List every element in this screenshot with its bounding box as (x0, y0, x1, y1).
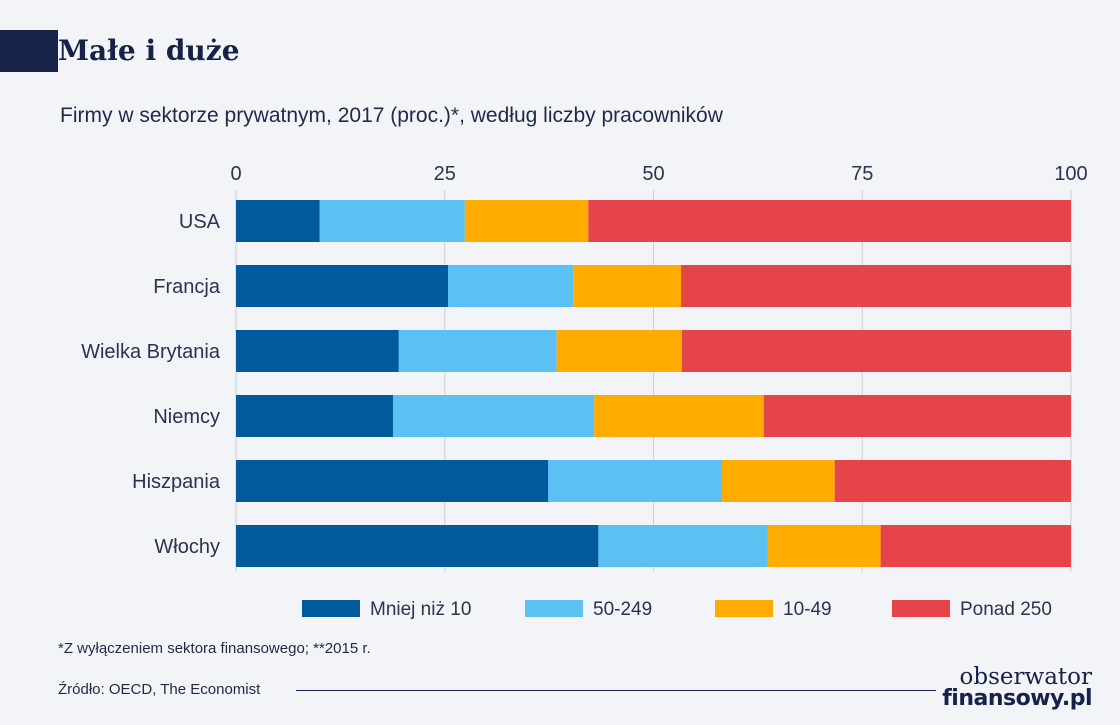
category-label: Wielka Brytania (81, 341, 221, 363)
legend-swatch (302, 600, 360, 617)
legend: Mniej niż 10 50-249 10-49 Ponad 250 (302, 599, 1052, 620)
bar-segment-1-row-3 (236, 330, 399, 372)
bar-segment-1-row-1 (236, 200, 320, 242)
legend-label: 10-49 (783, 599, 832, 620)
category-label: Francja (153, 276, 221, 298)
bar-segment-4-row-4 (763, 395, 1071, 437)
legend-label: Ponad 250 (960, 599, 1052, 620)
x-tick-label: 0 (230, 163, 241, 185)
legend-label: 50-249 (593, 599, 652, 620)
category-labels: USA Francja Wielka Brytania Niemcy Hiszpania… (81, 211, 221, 558)
legend-swatch (892, 600, 950, 617)
category-label: Hiszpania (132, 471, 221, 493)
bar-segment-2-row-4 (392, 395, 595, 437)
bar-segment-3-row-1 (464, 200, 589, 242)
bar-segment-2-row-1 (319, 200, 465, 242)
logo-line-1: obserwator (959, 664, 1092, 690)
source-note: Źródło: OECD, The Economist (58, 681, 261, 698)
legend-swatch (715, 600, 773, 617)
bar-segment-3-row-3 (556, 330, 682, 372)
source-divider (296, 690, 936, 691)
grid-lines (235, 190, 1072, 572)
x-tick-label: 75 (851, 163, 873, 185)
bar-segment-3-row-6 (767, 525, 881, 567)
bar-segment-2-row-2 (448, 265, 574, 307)
category-label: Niemcy (153, 406, 220, 428)
bar-segment-1-row-5 (236, 460, 549, 502)
brand-logo: obserwator finansowy.pl (942, 666, 1092, 710)
bars (236, 200, 1071, 567)
x-tick-label: 100 (1054, 163, 1087, 185)
bar-segment-2-row-6 (598, 525, 768, 567)
x-tick-label: 50 (642, 163, 664, 185)
bar-segment-4-row-1 (588, 200, 1071, 242)
legend-swatch (525, 600, 583, 617)
bar-segment-4-row-3 (681, 330, 1071, 372)
bar-segment-3-row-2 (573, 265, 682, 307)
bar-segment-1-row-6 (236, 525, 599, 567)
bar-segment-2-row-5 (548, 460, 722, 502)
x-axis-ticks: 0 25 50 75 100 (230, 163, 1087, 185)
bar-segment-1-row-4 (236, 395, 393, 437)
logo-line-2: finansowy.pl (942, 686, 1092, 711)
bar-segment-4-row-6 (880, 525, 1071, 567)
category-label: USA (179, 211, 221, 233)
footnote: *Z wyłączeniem sektora finansowego; **20… (58, 640, 371, 657)
title-accent-bar (0, 30, 58, 72)
bar-segment-2-row-3 (398, 330, 557, 372)
x-tick-label: 25 (434, 163, 456, 185)
chart-subtitle: Firmy w sektorze prywatnym, 2017 (proc.)… (60, 104, 723, 127)
legend-label: Mniej niż 10 (370, 599, 471, 620)
bar-segment-3-row-4 (594, 395, 764, 437)
bar-segment-4-row-5 (834, 460, 1071, 502)
page-title: Małe i duże (58, 34, 240, 67)
bar-segment-1-row-2 (236, 265, 449, 307)
bar-segment-3-row-5 (721, 460, 835, 502)
category-label: Włochy (154, 536, 220, 558)
bar-segment-4-row-2 (681, 265, 1071, 307)
